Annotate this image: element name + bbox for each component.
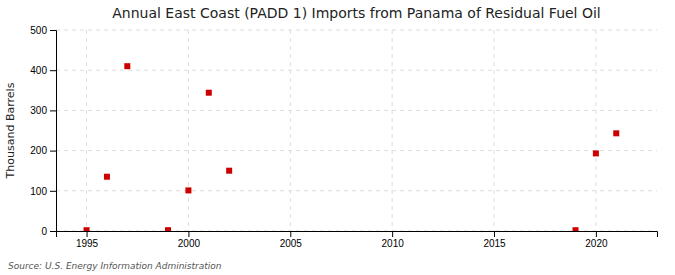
tick: 1995 xyxy=(76,231,99,249)
grid-line-y xyxy=(56,150,657,151)
tick-mark xyxy=(50,191,56,192)
point xyxy=(84,227,90,231)
tick: 400 xyxy=(30,65,56,76)
tick-label: 2005 xyxy=(280,238,303,249)
tick-mark xyxy=(50,151,56,152)
tick: 2010 xyxy=(382,231,405,249)
tick: 100 xyxy=(30,186,56,197)
point xyxy=(573,227,579,231)
tick-label: 2020 xyxy=(585,238,608,249)
tick-mark xyxy=(392,231,393,237)
grid-line-x xyxy=(290,30,291,231)
tick-mark xyxy=(494,231,495,237)
tick-mark xyxy=(50,30,56,31)
grid-line-x xyxy=(494,30,495,231)
y-axis: 0 100 200 300 400 500 xyxy=(30,25,56,237)
tick: 2015 xyxy=(483,231,506,249)
tick: 2000 xyxy=(178,231,201,249)
tick-label: 2015 xyxy=(483,238,506,249)
points xyxy=(84,63,620,231)
grid-line-y xyxy=(56,70,657,71)
grid-line-y xyxy=(56,30,657,31)
tick-label: 300 xyxy=(30,105,47,116)
tick: 0 xyxy=(41,226,56,237)
tick-label: 100 xyxy=(30,186,47,197)
tick-mark xyxy=(50,70,56,71)
tick-label: 0 xyxy=(41,226,47,237)
tick-mark xyxy=(596,231,597,237)
point xyxy=(206,90,212,96)
tick-label: 200 xyxy=(30,145,47,156)
tick-label: 500 xyxy=(30,25,47,36)
tick: 2020 xyxy=(585,231,608,249)
grid xyxy=(56,30,657,231)
tick-label: 2010 xyxy=(382,238,405,249)
axis-line xyxy=(50,31,57,232)
tick-label: 400 xyxy=(30,65,47,76)
point xyxy=(104,174,110,180)
grid-line-x xyxy=(595,30,596,231)
point xyxy=(165,227,171,231)
tick-mark xyxy=(50,231,56,232)
grid-line-x xyxy=(188,30,189,231)
tick: 200 xyxy=(30,145,56,156)
x-axis: 1995 2000 2005 2010 2015 2020 xyxy=(57,231,658,249)
annotation: Source: U.S. Energy Information Administ… xyxy=(8,261,222,271)
grid-line-y xyxy=(56,110,657,111)
tick-label: 2000 xyxy=(178,238,201,249)
point xyxy=(613,130,619,136)
grid-line-y xyxy=(56,190,657,191)
point xyxy=(593,150,599,156)
point xyxy=(185,187,191,193)
title: Annual East Coast (PADD 1) Imports from … xyxy=(112,5,601,21)
tick-mark xyxy=(290,231,291,237)
grid-line-x xyxy=(392,30,393,231)
y-axis-title: Thousand Barrels xyxy=(4,82,17,179)
grid-line-x xyxy=(86,30,87,231)
chart: 1995 2000 2005 2010 2015 2020 0 100 200 300 400 500… xyxy=(0,0,675,275)
tick-label: 1995 xyxy=(76,238,99,249)
tick-mark xyxy=(50,110,56,111)
tick: 300 xyxy=(30,105,56,116)
tick: 2005 xyxy=(280,231,303,249)
plot-area: 1995 2000 2005 2010 2015 2020 0 100 200 300 400 500 xyxy=(30,25,657,249)
point xyxy=(124,63,130,69)
tick-mark xyxy=(188,231,189,237)
tick: 500 xyxy=(30,25,56,36)
point xyxy=(226,168,232,174)
tick-mark xyxy=(87,231,88,237)
axis-line xyxy=(57,232,658,238)
